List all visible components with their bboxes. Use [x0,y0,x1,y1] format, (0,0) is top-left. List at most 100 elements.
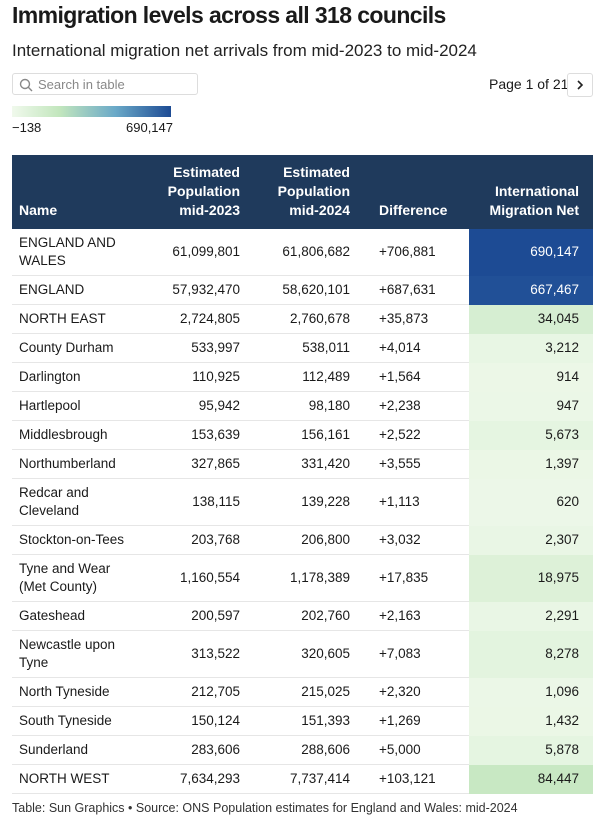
cell: +2,238 [357,391,469,421]
search-box[interactable]: Search in table [12,73,198,95]
cell: +1,113 [357,478,469,526]
row-name: NORTH EAST [12,304,145,334]
cell: +5,000 [357,735,469,765]
cell: 538,011 [247,333,357,363]
cell: 283,606 [145,735,247,765]
pagination: Page 1 of 21 [489,76,569,92]
cell: 288,606 [247,735,357,765]
cell: 18,975 [469,554,593,602]
cell: +35,873 [357,304,469,334]
cell: +1,564 [357,362,469,392]
table-row: NORTH EAST 2,724,805 2,760,678 +35,873 34,04… [12,304,593,334]
cell: 58,620,101 [247,275,357,305]
cell: 95,942 [145,391,247,421]
column-header: International Migration Net [469,155,593,229]
search-icon [19,78,33,92]
legend-min: −138 [12,120,42,135]
cell: +3,032 [357,525,469,555]
cell: 2,760,678 [247,304,357,334]
cell: +4,014 [357,333,469,363]
row-name: Middlesbrough [12,420,145,450]
table-row: ENGLAND AND WALES 61,099,801 61,806,682 +70… [12,229,593,276]
cell: 1,160,554 [145,554,247,602]
table-row: Darlington 110,925 112,489 +1,564 914 [12,362,593,392]
cell: 1,178,389 [247,554,357,602]
row-name: Darlington [12,362,145,392]
legend-gradient [12,106,171,117]
cell: 7,634,293 [145,764,247,794]
cell: 98,180 [247,391,357,421]
row-name: Hartlepool [12,391,145,421]
table-row: Middlesbrough 153,639 156,161 +2,522 5,673 [12,420,593,450]
cell: 215,025 [247,677,357,707]
table-row: Sunderland 283,606 288,606 +5,000 5,878 [12,735,593,765]
data-table: Name Estimated Population mid-2023 Estimat… [12,155,593,794]
next-page-button[interactable] [567,73,593,97]
row-name: NORTH WEST [12,764,145,794]
table-body: ENGLAND AND WALES 61,099,801 61,806,682 +70… [12,229,593,794]
table-row: NORTH WEST 7,634,293 7,737,414 +103,121 84,4… [12,764,593,794]
table-row: Hartlepool 95,942 98,180 +2,238 947 [12,391,593,421]
cell: 947 [469,391,593,421]
cell: 7,737,414 [247,764,357,794]
column-header: Estimated Population mid-2024 [247,155,357,229]
table-row: North Tyneside 212,705 215,025 +2,320 1,096 [12,677,593,707]
footer: Table: Sun Graphics • Source: ONS Popula… [12,801,518,815]
cell: 156,161 [247,420,357,450]
cell: 153,639 [145,420,247,450]
cell: 5,878 [469,735,593,765]
cell: 84,447 [469,764,593,794]
cell: 61,099,801 [145,229,247,276]
table-row: Tyne and Wear (Met County) 1,160,554 1,178… [12,554,593,602]
cell: 331,420 [247,449,357,479]
search-placeholder: Search in table [38,77,125,92]
cell: 57,932,470 [145,275,247,305]
cell: 2,724,805 [145,304,247,334]
header-row: Name Estimated Population mid-2023 Estimat… [12,155,593,229]
cell: 1,432 [469,706,593,736]
cell: 202,760 [247,601,357,631]
column-header: Difference [357,155,469,229]
cell: 320,605 [247,630,357,678]
row-name: South Tyneside [12,706,145,736]
cell: 313,522 [145,630,247,678]
row-name: Tyne and Wear (Met County) [12,554,145,602]
cell: +3,555 [357,449,469,479]
cell: 112,489 [247,362,357,392]
cell: 206,800 [247,525,357,555]
subtitle: International migration net arrivals fro… [12,41,477,60]
cell: 667,467 [469,275,593,305]
cell: 1,397 [469,449,593,479]
cell: 3,212 [469,333,593,363]
row-name: Redcar and Cleveland [12,478,145,526]
table-row: Stockton-on-Tees 203,768 206,800 +3,032 2,30… [12,525,593,555]
cell: +2,522 [357,420,469,450]
cell: 150,124 [145,706,247,736]
row-name: Sunderland [12,735,145,765]
cell: +2,320 [357,677,469,707]
cell: 8,278 [469,630,593,678]
column-header: Name [12,155,145,229]
cell: 138,115 [145,478,247,526]
cell: +103,121 [357,764,469,794]
row-name: ENGLAND [12,275,145,305]
row-name: Stockton-on-Tees [12,525,145,555]
table-row: Redcar and Cleveland 138,115 139,228 +1,113… [12,478,593,526]
table-row: ENGLAND 57,932,470 58,620,101 +687,631 667,4… [12,275,593,305]
table-row: Northumberland 327,865 331,420 +3,555 1,397 [12,449,593,479]
cell: 2,291 [469,601,593,631]
cell: 61,806,682 [247,229,357,276]
cell: 34,045 [469,304,593,334]
cell: 533,997 [145,333,247,363]
row-name: Gateshead [12,601,145,631]
row-name: County Durham [12,333,145,363]
row-name: Northumberland [12,449,145,479]
cell: +1,269 [357,706,469,736]
legend-max: 690,147 [126,120,173,135]
cell: 203,768 [145,525,247,555]
table-row: Gateshead 200,597 202,760 +2,163 2,291 [12,601,593,631]
cell: 200,597 [145,601,247,631]
cell: +17,835 [357,554,469,602]
cell: 620 [469,478,593,526]
